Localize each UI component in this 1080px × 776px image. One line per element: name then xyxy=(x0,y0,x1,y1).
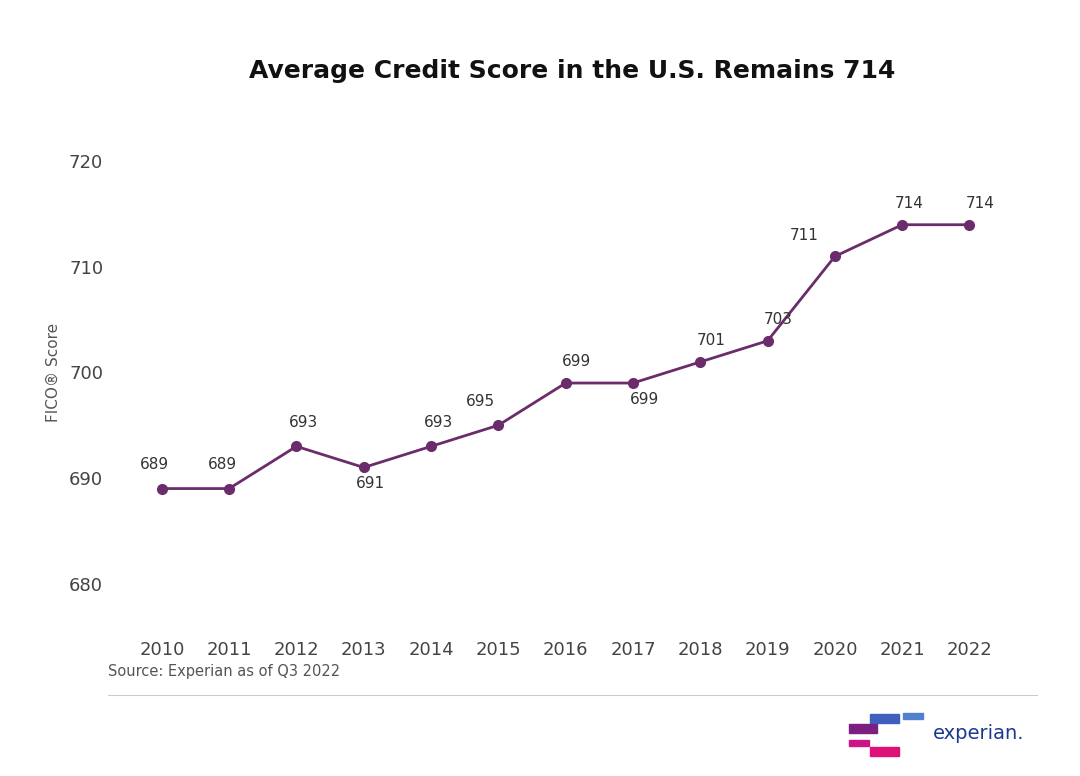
Bar xyxy=(849,740,868,746)
Text: 695: 695 xyxy=(465,393,495,409)
Text: 714: 714 xyxy=(894,196,923,211)
Text: 691: 691 xyxy=(356,476,386,491)
Text: 689: 689 xyxy=(207,457,237,472)
Text: 711: 711 xyxy=(789,227,819,243)
Bar xyxy=(903,713,922,719)
Text: 699: 699 xyxy=(630,392,659,407)
Text: Source: Experian as of Q3 2022: Source: Experian as of Q3 2022 xyxy=(108,663,340,679)
Bar xyxy=(849,724,877,733)
Text: 703: 703 xyxy=(765,312,793,327)
Y-axis label: FICO® Score: FICO® Score xyxy=(45,323,60,422)
Text: 701: 701 xyxy=(697,333,726,348)
Text: 714: 714 xyxy=(967,196,995,211)
Bar xyxy=(870,714,899,723)
Text: 693: 693 xyxy=(423,414,453,430)
Bar xyxy=(870,747,899,756)
Text: 693: 693 xyxy=(288,414,318,430)
Text: experian.: experian. xyxy=(933,724,1025,743)
Text: 699: 699 xyxy=(563,354,592,369)
Text: 689: 689 xyxy=(140,457,170,472)
Title: Average Credit Score in the U.S. Remains 714: Average Credit Score in the U.S. Remains… xyxy=(249,59,895,83)
